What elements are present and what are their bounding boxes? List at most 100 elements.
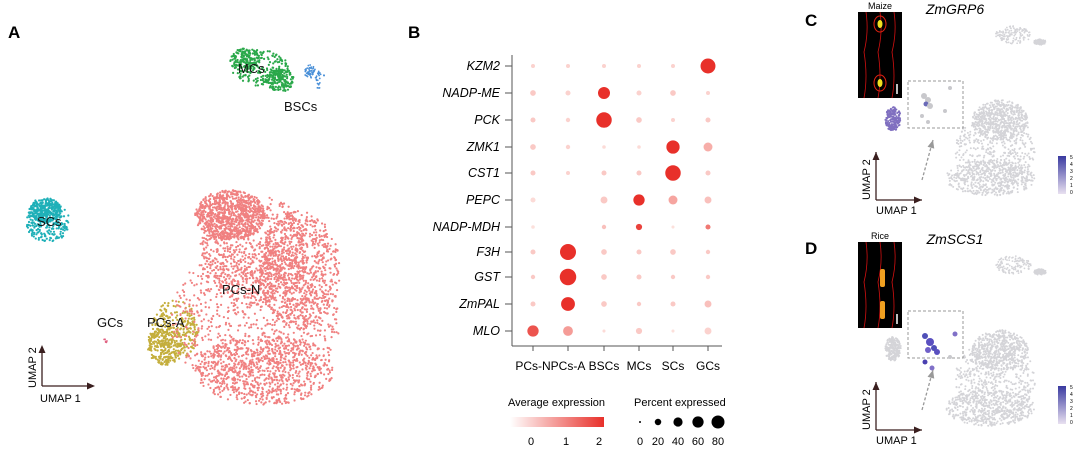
cluster-bscs [304,64,325,89]
legend-color-tick: 0 [528,436,534,448]
axis-label-y: UMAP 2 [861,389,873,430]
dot-F3H-SCs [670,249,676,255]
colorbar-tick: 1 [1070,413,1073,419]
zoom-box [907,80,964,129]
zoom-box-cell [948,86,952,90]
microscopy-inset [858,241,902,329]
dot-PEPC-GCs [704,196,712,204]
dot-PCK-PCs-N [530,117,536,123]
zoom-box-cell [948,355,952,359]
axis-label-x: UMAP 1 [876,205,917,217]
dot-GST-PCs-N [530,274,536,280]
colorbar-tick: 2 [1070,176,1073,182]
dot-ZMK1-PCs-N [530,144,536,150]
dot-GST-SCs [670,274,676,280]
colorbar-tick: 0 [1070,420,1073,426]
dot-plot: KZM2 NADP-ME PCK ZMK1 CST1 PEPC NADP-MDH F3H GST… [433,55,722,373]
gene-label: NADP-ME [442,86,500,100]
dot-KZM2-SCs [671,64,675,68]
umap-a-axes: UMAP 2 UMAP 1 [27,345,95,405]
dot-NADP-ME-BSCs [598,87,610,99]
umap-cluster-top [995,255,1047,276]
legend-size-dot [692,416,704,428]
dot-NADP-ME-MCs [636,90,642,96]
dot-PCK-PCs-A [565,117,571,123]
umap-cluster-main [946,99,1036,197]
dot-PEPC-MCs [633,194,645,206]
arrowhead-icon [872,152,880,160]
panel-label-c: C [805,11,817,30]
colorbar-tick: 2 [1070,406,1073,412]
dot-KZM2-BSCs [602,64,606,68]
dot-ZMK1-PCs-A [565,144,571,150]
colorbar-tick: 3 [1070,169,1073,175]
dot-KZM2-PCs-N [531,64,535,68]
umap-panel-a [25,47,341,406]
inset-label: Maize [868,1,892,11]
dot-KZM2-PCs-A [566,64,570,68]
zoom-box-cell [925,97,931,103]
legend-color-tick: 1 [563,436,569,448]
colorbar [1058,156,1066,194]
arrowhead-icon [87,382,95,390]
dot-GST-BSCs [601,274,607,280]
legend-size-tick: 40 [672,436,684,448]
dot-NADP-ME-SCs [670,90,676,96]
zoom-box-cell [920,114,924,118]
cluster-pcs-a [147,299,200,366]
dot-NADP-ME-GCs [706,91,710,95]
legend-color-title: Average expression [508,397,605,409]
legend-size-title: Percent expressed [634,397,726,409]
colorbar-tick: 5 [1070,385,1073,391]
legend-average-expression: Average expression 0 1 2 [508,397,605,448]
zoom-box-cell [952,331,958,337]
umap-cluster-scs [884,106,902,132]
dot-MLO-PCs-N [527,325,539,337]
legend-size-dot [654,418,662,426]
colorbar-tick: 5 [1070,155,1073,161]
dot-ZMK1-BSCs [602,145,606,149]
colorbar [1058,386,1066,424]
cluster-pcs-n [170,189,341,406]
colorbar-tick: 4 [1070,162,1073,168]
dot-NADP-MDH-GCs [705,224,711,230]
zoom-box-cell [943,109,947,113]
legend-size-tick: 20 [652,436,664,448]
legend-color-bar [510,417,604,427]
dot-NADP-MDH-MCs [635,223,643,231]
dot-MLO-PCs-A [563,326,573,336]
dot-F3H-MCs [636,249,642,255]
zoom-box [907,310,964,359]
zoom-box-cell [922,359,928,365]
gene-label: MLO [473,324,500,338]
colorbar-tick: 1 [1070,183,1073,189]
panel-label-a: A [8,23,20,42]
dot-ZmPAL-GCs [704,300,712,308]
dot-CST1-PCs-N [530,170,536,176]
axis-label-x: UMAP 1 [40,393,81,405]
dot-PCK-MCs [636,117,642,123]
dot-ZmPAL-SCs [670,301,676,307]
arrow-line [921,139,934,181]
gene-label: PCK [474,113,500,127]
dot-NADP-MDH-BSCs [601,224,607,230]
dot-NADP-ME-PCs-N [530,90,536,96]
dot-ZmPAL-PCs-A [561,297,575,311]
dot-KZM2-MCs [637,64,641,68]
dot-F3H-BSCs [601,249,607,255]
dot-ZMK1-GCs [703,142,713,152]
dot-CST1-MCs [636,170,642,176]
dot-GST-MCs [636,274,642,280]
gene-label: F3H [476,245,501,259]
zoom-box-cell [929,365,935,371]
gene-label: ZmPAL [458,297,500,311]
dot-PCK-GCs [705,117,711,123]
panel-label-b: B [408,23,420,42]
gene-label: CST1 [468,166,500,180]
gene-label: KZM2 [467,59,500,73]
dot-PCK-SCs [671,118,675,122]
dot-PEPC-SCs [668,195,678,205]
dot-MLO-GCs [704,327,712,335]
